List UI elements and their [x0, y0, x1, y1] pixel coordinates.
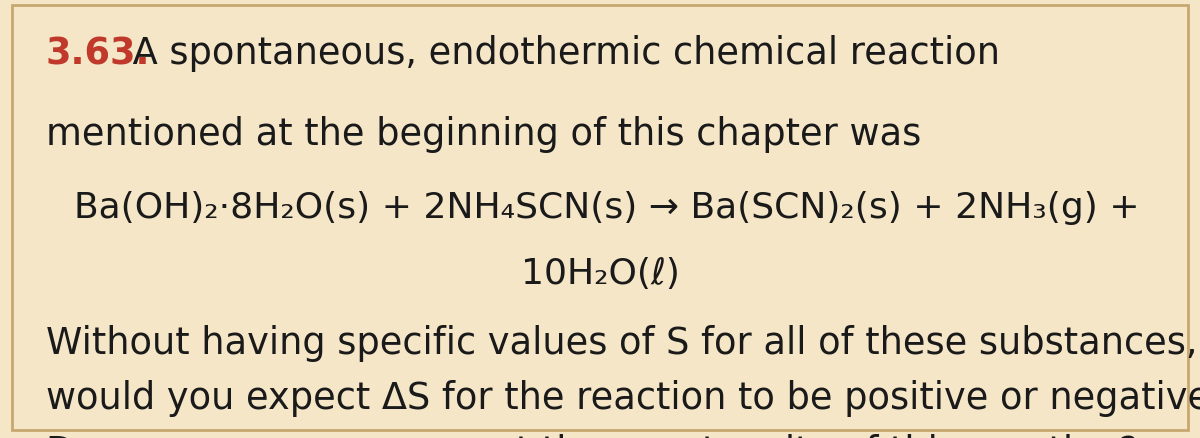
Text: would you expect ΔS for the reaction to be positive or negative?: would you expect ΔS for the reaction to …: [46, 379, 1200, 416]
Text: Does your answer support the spontaneity of this reaction?: Does your answer support the spontaneity…: [46, 433, 1138, 438]
Text: 10H₂O(ℓ): 10H₂O(ℓ): [521, 256, 679, 290]
Text: Ba(OH)₂·8H₂O(s) + 2NH₄SCN(s) → Ba(SCN)₂(s) + 2NH₃(g) +: Ba(OH)₂·8H₂O(s) + 2NH₄SCN(s) → Ba(SCN)₂(…: [74, 191, 1140, 224]
Text: Without having specific values of S for all of these substances,: Without having specific values of S for …: [46, 324, 1198, 361]
FancyBboxPatch shape: [12, 6, 1188, 430]
Text: mentioned at the beginning of this chapter was: mentioned at the beginning of this chapt…: [46, 116, 920, 153]
Text: A spontaneous, endothermic chemical reaction: A spontaneous, endothermic chemical reac…: [121, 35, 1001, 72]
Text: 3.63.: 3.63.: [46, 35, 150, 72]
